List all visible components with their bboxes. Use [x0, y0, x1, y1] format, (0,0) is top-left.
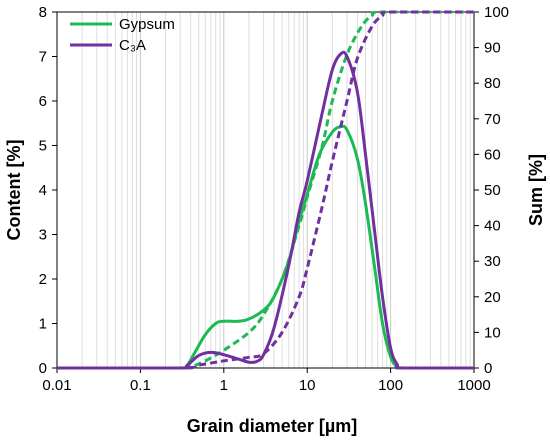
axes: 0.01 0.1 1 10 100 100001234567801020304050607… [39, 4, 509, 394]
x-tick-label: 100 [378, 377, 403, 394]
y2-tick-label: 70 [484, 111, 501, 128]
series-layer [57, 10, 474, 370]
y-tick-label: 3 [39, 227, 47, 244]
legend-label: Gypsum [119, 16, 175, 33]
y-tick-label: 0 [39, 360, 47, 377]
series-c-a-content-line [57, 50, 474, 370]
plot-frame [56, 11, 475, 369]
y-tick-label: 4 [39, 182, 47, 199]
x-tick-label: 0.1 [130, 377, 151, 394]
x-tick-label: 0.01 [42, 377, 71, 394]
y-axis-title: Content [%] [4, 140, 24, 241]
legend: Gypsum C₃A [70, 16, 175, 54]
grid [81, 12, 471, 368]
series-gypsum-content-line [57, 124, 474, 370]
x-tick-label: 10 [299, 377, 316, 394]
x-tick-label: 1 [220, 377, 228, 394]
y2-tick-label: 80 [484, 75, 501, 92]
x-axis-title: Grain diameter [µm] [187, 416, 357, 436]
series-c3a-sum-line [57, 10, 474, 370]
y2-tick-label: 20 [484, 289, 501, 306]
y2-tick-label: 90 [484, 40, 501, 57]
y2-tick-label: 100 [484, 4, 509, 21]
y-tick-label: 7 [39, 49, 47, 66]
y2-tick-label: 50 [484, 182, 501, 199]
y2-tick-label: 0 [484, 360, 492, 377]
y-tick-label: 1 [39, 316, 47, 333]
legend-label: C₃A [119, 37, 146, 54]
y-tick-label: 6 [39, 93, 47, 110]
y-tick-label: 2 [39, 271, 47, 288]
y-tick-label: 5 [39, 138, 47, 155]
y2-tick-label: 40 [484, 218, 501, 235]
y-tick-label: 8 [39, 4, 47, 21]
y2-axis-title: Sum [%] [526, 154, 546, 226]
y2-tick-label: 10 [484, 324, 501, 341]
y2-tick-label: 30 [484, 253, 501, 270]
series-gypsum-sum-line [57, 10, 474, 370]
y2-tick-label: 60 [484, 146, 501, 163]
x-tick-label: 1000 [457, 377, 490, 394]
